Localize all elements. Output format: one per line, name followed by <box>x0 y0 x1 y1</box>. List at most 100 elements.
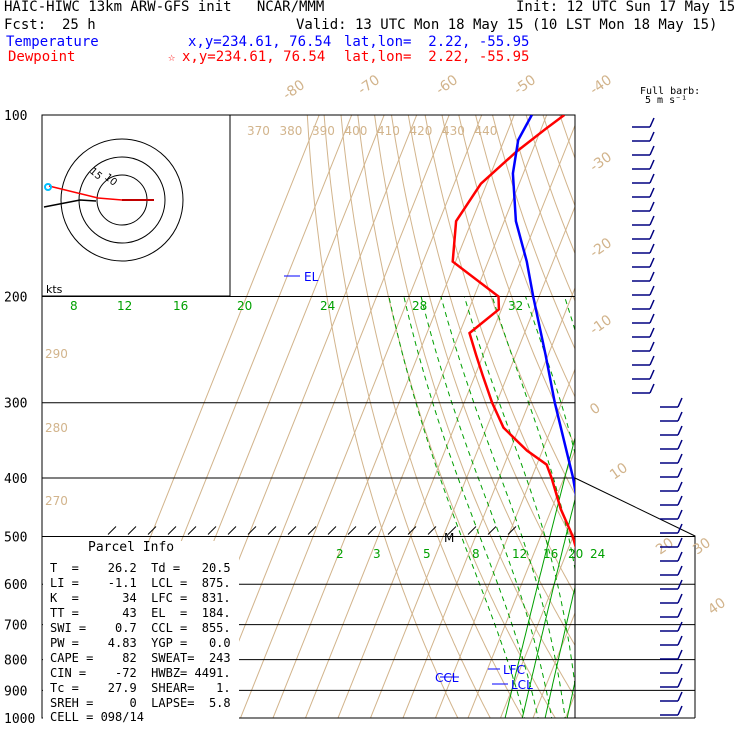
wind-barb <box>677 411 683 422</box>
wind-barb <box>649 215 655 226</box>
moist-adiabat <box>440 296 566 718</box>
star-icon: ☆ <box>168 50 176 64</box>
wind-barb <box>649 187 655 198</box>
dry-adiabat <box>525 115 575 255</box>
isotherm-line <box>272 115 515 718</box>
dry-adiabat <box>695 115 740 731</box>
theta-label: 410 <box>377 124 400 138</box>
hatch-mark <box>447 526 457 535</box>
dry-adiabat <box>508 115 575 303</box>
mixing-ratio-label: 32 <box>508 299 523 313</box>
pressure-label: 200 <box>4 291 27 306</box>
mixing-ratio-label: 3 <box>373 547 381 561</box>
hatch-mark <box>367 526 377 535</box>
wind-barb <box>677 523 683 534</box>
parcel-row: K = 34 LFC = 831. <box>50 591 231 605</box>
hodograph-trace <box>48 185 154 201</box>
m-label: M <box>444 531 454 545</box>
hodograph-box <box>41 114 231 297</box>
wind-barb <box>677 467 683 478</box>
wind-barb <box>677 453 683 464</box>
wind-barb <box>677 551 683 562</box>
theta-label: 390 <box>312 124 335 138</box>
mixing-ratio-label: 5 <box>423 547 431 561</box>
dry-adiabat <box>492 115 575 350</box>
hatch-mark <box>247 526 257 535</box>
hatch-mark <box>107 526 117 535</box>
isotherm-line <box>207 115 450 718</box>
isotherm-label: -40 <box>587 72 615 98</box>
hodograph-ring <box>60 138 184 262</box>
wind-barb <box>649 369 655 380</box>
parcel-row: CIN = -72 HWBZ= 4491. <box>50 666 231 680</box>
hatch-mark <box>507 526 517 535</box>
theta-label: 280 <box>45 421 68 435</box>
isotherm-line <box>564 692 575 718</box>
temperature-profile <box>511 115 575 497</box>
moist-adiabat <box>403 296 539 718</box>
dry-adiabat <box>610 115 740 731</box>
isotherm-label: 10 <box>607 460 631 483</box>
isotherm-line <box>304 115 548 718</box>
dry-adiabat <box>559 115 575 160</box>
isotherm-label: -80 <box>280 77 308 103</box>
ccl-label: CCL <box>435 671 459 685</box>
parcel-row: LI = -1.1 LCL = 875. <box>50 576 231 590</box>
wind-barb <box>649 229 655 240</box>
dry-adiabat <box>594 115 740 731</box>
hatch-mark <box>267 526 277 535</box>
isotherm-label: -70 <box>355 72 383 98</box>
parcel-row: T = 26.2 Td = 20.5 <box>50 561 231 575</box>
storm-motion-icon <box>44 183 52 191</box>
pressure-label: 100 <box>4 109 27 124</box>
wind-barb <box>677 481 683 492</box>
moist-adiabat <box>606 297 633 731</box>
mixing-ratio-line <box>629 297 717 731</box>
isotherm-line <box>658 115 740 731</box>
moist-adiabat <box>491 296 575 572</box>
dry-adiabat <box>306 115 459 718</box>
wind-barb <box>649 131 655 142</box>
isotherm-label: -30 <box>587 149 615 175</box>
wind-barb <box>677 579 683 590</box>
wind-barb <box>677 425 683 436</box>
forecast-hour: 25 h <box>62 17 96 33</box>
isotherm-line <box>625 115 740 731</box>
mixing-ratio-label: 24 <box>320 299 335 313</box>
moist-adiabat <box>463 296 575 690</box>
dry-adiabat <box>661 115 740 731</box>
dry-adiabat <box>391 115 575 647</box>
isotherm-line <box>532 611 575 718</box>
wind-barb <box>649 257 655 268</box>
mixing-ratio-line <box>521 497 575 718</box>
hatch-mark <box>287 526 297 535</box>
mixing-ratio-label: 12 <box>117 299 132 313</box>
mixing-ratio-label: 8 <box>70 299 78 313</box>
wind-barb <box>649 145 655 156</box>
isotherm-line <box>434 367 575 718</box>
dry-adiabat <box>577 115 740 731</box>
wind-barb <box>649 201 655 212</box>
dry-adiabat <box>374 115 575 699</box>
temperature-xy: x,y=234.61, 76.54 <box>188 34 332 50</box>
barb-panel-edge <box>574 477 696 718</box>
mixing-ratio-line <box>599 297 693 731</box>
hodograph-unit-label: kts <box>46 283 63 296</box>
mixing-ratio-line <box>566 679 575 718</box>
theta-label: 440 <box>475 124 498 138</box>
wind-barb <box>649 159 655 170</box>
hatch-mark <box>147 526 157 535</box>
wind-barb <box>649 341 655 352</box>
mixing-ratio-label: 16 <box>173 299 188 313</box>
temperature-legend-label: Temperature <box>6 34 99 50</box>
dry-adiabat <box>407 115 575 596</box>
wind-barb <box>649 173 655 184</box>
dewpoint-legend-label: Dewpoint <box>8 49 76 65</box>
pressure-label: 700 <box>4 619 27 634</box>
mixing-ratio-label: 12 <box>512 547 527 561</box>
theta-label: 400 <box>345 124 368 138</box>
theta-label: 270 <box>45 494 68 508</box>
dewpoint-xy: x,y=234.61, 76.54 <box>182 49 326 65</box>
mixing-ratio-line <box>611 297 703 731</box>
